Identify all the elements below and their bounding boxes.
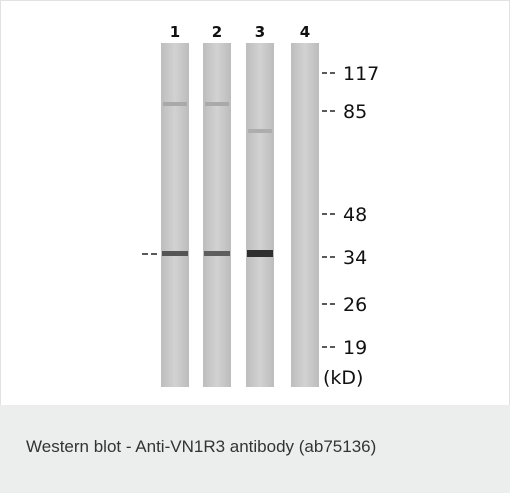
- lane: [203, 43, 231, 387]
- band: [247, 250, 273, 257]
- lane: [246, 43, 274, 387]
- band: [163, 102, 187, 106]
- marker-label: 85: [343, 101, 367, 123]
- caption: Western blot - Anti-VN1R3 antibody (ab75…: [26, 437, 377, 456]
- lane-label: 1: [170, 23, 180, 41]
- blot-figure: 1 2 3 4 117 85 48 34 26 19 (kD): [0, 0, 510, 406]
- unit-label: (kD): [323, 367, 363, 389]
- lane-label: 3: [255, 23, 265, 41]
- band: [248, 129, 272, 133]
- lane: [291, 43, 319, 387]
- lane-label: 4: [300, 23, 310, 41]
- band: [205, 102, 229, 106]
- lane-label: 2: [212, 23, 222, 41]
- caption-box: Western blot - Anti-VN1R3 antibody (ab75…: [0, 405, 510, 493]
- band: [162, 251, 188, 256]
- band: [204, 251, 230, 256]
- blot: 1 2 3 4 117 85 48 34 26 19 (kD): [142, 23, 379, 389]
- marker-label: 117: [343, 63, 379, 85]
- marker-label: 48: [343, 204, 367, 226]
- markers: 117 85 48 34 26 19: [322, 63, 379, 359]
- marker-label: 26: [343, 294, 367, 316]
- marker-label: 19: [343, 337, 367, 359]
- marker-label: 34: [343, 247, 367, 269]
- lane: [161, 43, 189, 387]
